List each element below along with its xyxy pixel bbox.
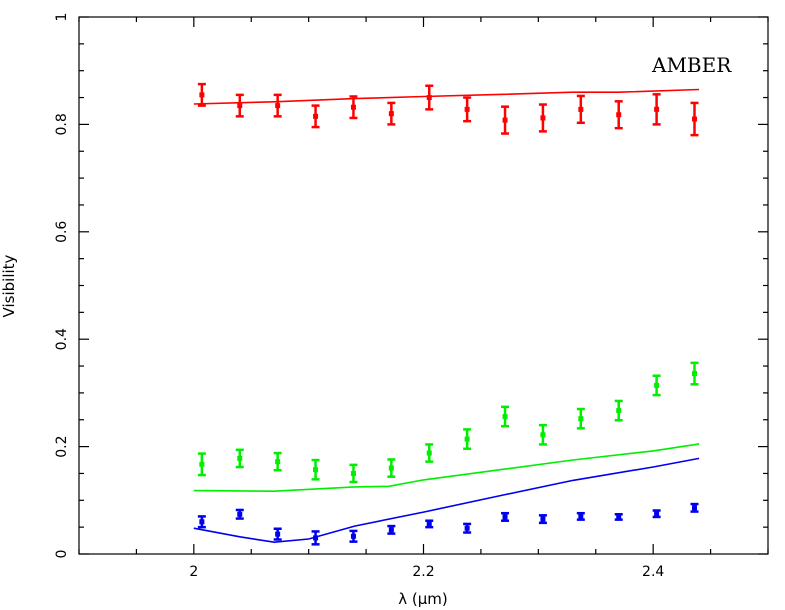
data-point [501, 511, 510, 522]
data-point [501, 405, 510, 428]
x-tick-label: 2 [189, 564, 198, 580]
y-tick-label: 0 [54, 550, 70, 559]
model-curve-1 [193, 443, 700, 493]
data-point [614, 513, 623, 521]
data-point [614, 100, 623, 130]
data-point [538, 423, 547, 446]
data-point [538, 514, 547, 525]
data-point [197, 452, 206, 477]
data-point [349, 95, 358, 120]
data-point [273, 527, 282, 541]
model-curve-0 [193, 88, 700, 105]
plot-frame [78, 16, 769, 555]
data-point [235, 448, 244, 469]
data-point [463, 428, 472, 450]
data-point [463, 96, 472, 123]
data-point [576, 407, 585, 430]
data-point [273, 451, 282, 472]
data-point [311, 458, 320, 481]
y-tick-label: 0.4 [54, 328, 70, 350]
data-point [387, 458, 396, 478]
data-point [576, 511, 585, 521]
data-point [501, 105, 510, 135]
tick-labels: 2 2.2 2.4 0 0.2 0.4 0.6 0.8 1 [54, 13, 664, 580]
data-point [425, 84, 434, 111]
data-point [311, 530, 320, 546]
data-points [197, 82, 699, 546]
data-point [652, 93, 661, 126]
model-curves [193, 88, 700, 544]
data-point [197, 82, 206, 107]
y-tick-label: 1 [54, 13, 70, 22]
x-tick-label: 2.4 [642, 564, 664, 580]
data-point [349, 463, 358, 484]
data-point [387, 524, 396, 535]
data-point [197, 515, 206, 529]
x-tick-label: 2.2 [412, 564, 434, 580]
y-tick-label: 0.2 [54, 435, 70, 457]
data-point [614, 399, 623, 422]
axis-ticks [78, 16, 769, 555]
data-point [349, 529, 358, 543]
data-point [690, 361, 699, 386]
data-point [652, 374, 661, 397]
data-point [311, 104, 320, 129]
y-tick-label: 0.6 [54, 221, 70, 243]
amber-annotation: AMBER [651, 53, 732, 77]
data-point [463, 522, 472, 534]
data-point [576, 94, 585, 125]
x-axis-label: λ (μm) [398, 590, 448, 608]
data-point [425, 519, 434, 529]
data-point [235, 93, 244, 118]
data-point [387, 101, 396, 126]
data-point [425, 443, 434, 463]
data-point [690, 101, 699, 137]
data-point [235, 508, 244, 520]
model-curve-2 [193, 457, 700, 544]
data-point [690, 502, 699, 513]
data-point [652, 509, 661, 519]
y-axis-label: Visibility [0, 254, 18, 317]
data-point [538, 103, 547, 133]
y-tick-label: 0.8 [54, 113, 70, 135]
data-point [273, 93, 282, 118]
